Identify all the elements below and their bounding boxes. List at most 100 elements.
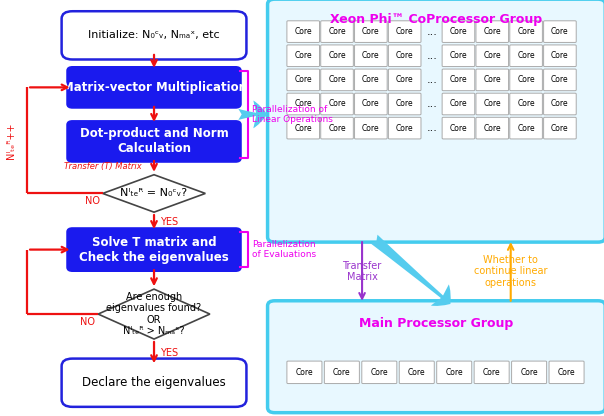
FancyBboxPatch shape: [321, 93, 353, 115]
FancyBboxPatch shape: [62, 11, 246, 59]
Text: ...: ...: [427, 51, 438, 61]
Text: Transfer (T) Matrix: Transfer (T) Matrix: [64, 162, 142, 171]
Text: Core: Core: [449, 27, 467, 36]
Text: Core: Core: [517, 51, 535, 60]
FancyBboxPatch shape: [388, 93, 421, 115]
Text: Core: Core: [396, 51, 414, 60]
FancyBboxPatch shape: [287, 45, 320, 67]
Text: Core: Core: [328, 124, 346, 133]
FancyBboxPatch shape: [321, 21, 353, 42]
Text: Core: Core: [551, 75, 569, 84]
Text: Core: Core: [294, 99, 312, 109]
FancyBboxPatch shape: [510, 93, 542, 115]
Text: Core: Core: [551, 99, 569, 109]
FancyBboxPatch shape: [476, 93, 509, 115]
FancyBboxPatch shape: [355, 69, 387, 91]
FancyBboxPatch shape: [268, 0, 604, 242]
Text: Matrix-vector Multiplication: Matrix-vector Multiplication: [62, 81, 246, 94]
Text: Core: Core: [517, 124, 535, 133]
Text: ...: ...: [427, 123, 438, 133]
FancyBboxPatch shape: [355, 45, 387, 67]
Text: Core: Core: [408, 368, 426, 377]
Text: Core: Core: [557, 368, 576, 377]
FancyBboxPatch shape: [287, 361, 322, 384]
FancyBboxPatch shape: [442, 21, 475, 42]
FancyBboxPatch shape: [476, 117, 509, 139]
FancyBboxPatch shape: [510, 69, 542, 91]
Text: Core: Core: [551, 51, 569, 60]
FancyBboxPatch shape: [388, 117, 421, 139]
Text: Core: Core: [445, 368, 463, 377]
FancyBboxPatch shape: [544, 45, 576, 67]
FancyBboxPatch shape: [510, 117, 542, 139]
Text: Core: Core: [483, 51, 501, 60]
Text: Core: Core: [362, 99, 380, 109]
Text: Core: Core: [551, 27, 569, 36]
Text: Core: Core: [362, 75, 380, 84]
Text: Core: Core: [328, 75, 346, 84]
Text: Core: Core: [517, 27, 535, 36]
Text: Core: Core: [483, 27, 501, 36]
Text: Core: Core: [328, 99, 346, 109]
FancyBboxPatch shape: [68, 67, 240, 107]
Text: Core: Core: [483, 99, 501, 109]
Text: Core: Core: [294, 51, 312, 60]
Text: Core: Core: [396, 75, 414, 84]
FancyBboxPatch shape: [510, 21, 542, 42]
FancyBboxPatch shape: [362, 361, 397, 384]
FancyBboxPatch shape: [544, 21, 576, 42]
FancyBboxPatch shape: [399, 361, 434, 384]
Text: Core: Core: [449, 75, 467, 84]
FancyBboxPatch shape: [287, 21, 320, 42]
Text: YES: YES: [160, 347, 178, 358]
Text: Main Processor Group: Main Processor Group: [359, 317, 513, 330]
Text: Nᴵₜₑᴿ++: Nᴵₜₑᴿ++: [6, 122, 16, 158]
FancyBboxPatch shape: [287, 93, 320, 115]
Text: Core: Core: [294, 75, 312, 84]
Text: Whether to
continue linear
operations: Whether to continue linear operations: [474, 255, 547, 288]
Text: Core: Core: [295, 368, 313, 377]
Text: Core: Core: [449, 99, 467, 109]
FancyBboxPatch shape: [544, 117, 576, 139]
Text: Core: Core: [362, 124, 380, 133]
FancyBboxPatch shape: [287, 69, 320, 91]
FancyBboxPatch shape: [62, 359, 246, 407]
FancyBboxPatch shape: [476, 69, 509, 91]
FancyBboxPatch shape: [474, 361, 509, 384]
Text: Core: Core: [328, 51, 346, 60]
FancyBboxPatch shape: [544, 69, 576, 91]
FancyBboxPatch shape: [68, 228, 240, 270]
FancyBboxPatch shape: [287, 117, 320, 139]
Text: Dot-product and Norm
Calculation: Dot-product and Norm Calculation: [80, 127, 228, 156]
Text: Core: Core: [396, 124, 414, 133]
FancyBboxPatch shape: [268, 301, 604, 413]
FancyBboxPatch shape: [355, 117, 387, 139]
Text: Parallelization
of Evaluations: Parallelization of Evaluations: [252, 240, 316, 259]
Text: ...: ...: [427, 75, 438, 85]
Text: Core: Core: [483, 75, 501, 84]
Text: Core: Core: [483, 368, 501, 377]
Text: Core: Core: [362, 27, 380, 36]
FancyBboxPatch shape: [437, 361, 472, 384]
Text: Core: Core: [328, 27, 346, 36]
FancyBboxPatch shape: [442, 45, 475, 67]
Text: Core: Core: [551, 124, 569, 133]
FancyBboxPatch shape: [512, 361, 547, 384]
Polygon shape: [98, 289, 210, 339]
Text: Core: Core: [396, 99, 414, 109]
Text: Core: Core: [517, 99, 535, 109]
Text: Core: Core: [333, 368, 351, 377]
Text: ...: ...: [427, 27, 438, 37]
Text: Core: Core: [362, 51, 380, 60]
FancyBboxPatch shape: [442, 117, 475, 139]
Text: Core: Core: [449, 51, 467, 60]
Text: Are enough
eigenvalues found?
OR
Nᴵₜₑᴿ > Nₘₐˣ?: Are enough eigenvalues found? OR Nᴵₜₑᴿ >…: [106, 292, 202, 337]
FancyBboxPatch shape: [442, 69, 475, 91]
Text: ...: ...: [427, 99, 438, 109]
Text: Parallelization of
Linear Operations: Parallelization of Linear Operations: [252, 105, 333, 124]
FancyBboxPatch shape: [388, 69, 421, 91]
Text: Nᴵₜₑᴿ = N₀ᶜᵥ?: Nᴵₜₑᴿ = N₀ᶜᵥ?: [120, 188, 188, 198]
Text: Xeon Phi™ CoProcessor Group: Xeon Phi™ CoProcessor Group: [330, 13, 542, 27]
FancyBboxPatch shape: [544, 93, 576, 115]
FancyBboxPatch shape: [321, 117, 353, 139]
